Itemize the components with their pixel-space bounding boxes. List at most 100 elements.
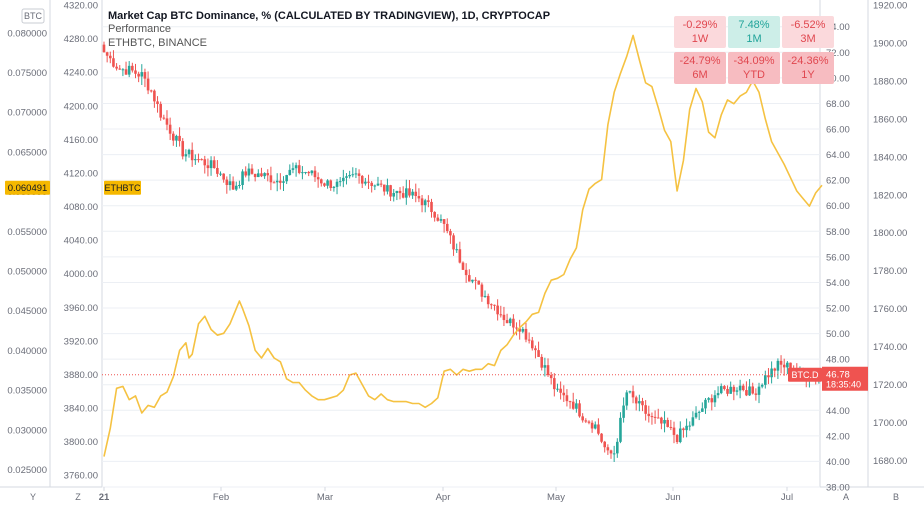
candle-body (115, 66, 118, 69)
candle-body (269, 175, 273, 183)
btcd-axis-tick-label: 72.00 (826, 48, 850, 59)
btcd-axis-tick-label: 66.00 (826, 125, 850, 136)
candle-body (493, 304, 496, 306)
candle-body (250, 168, 254, 174)
candle-body (118, 68, 122, 70)
btcd-axis-tick-label: 74.00 (826, 22, 850, 33)
performance-cell-6m: -24.79% 6M (674, 52, 726, 84)
candle-body (638, 401, 641, 404)
candle-body (452, 235, 455, 250)
btc-tag-box (21, 8, 45, 24)
performance-period: 1W (691, 33, 709, 45)
candle-body (257, 173, 260, 178)
candle-body (379, 183, 383, 185)
far-right-axis-tick-label: 1820.00 (873, 190, 907, 201)
btcd-axis-tick-label: 40.00 (826, 457, 850, 468)
candle-body (291, 168, 295, 170)
candle-body (508, 318, 512, 324)
chart-title-block: Market Cap BTC Dominance, % (CALCULATED … (108, 10, 550, 50)
candle-body (691, 417, 695, 426)
ethbtc-label-text: ETHBTC (105, 183, 142, 193)
candle-body (669, 426, 673, 428)
candle-body (789, 362, 792, 371)
candle-body (307, 172, 310, 174)
candle-body (455, 249, 459, 251)
candle-body (458, 249, 462, 263)
secondary-axis-tick-label: 3760.00 (64, 471, 98, 482)
candle-body (354, 173, 358, 175)
candle-body (181, 141, 185, 157)
candle-body (770, 368, 773, 378)
time-tick-label: Apr (436, 492, 451, 503)
secondary-axis-tick-label: 4160.00 (64, 135, 98, 146)
performance-cell-3m: -6.52% 3M (782, 16, 834, 48)
candle-body (754, 393, 758, 395)
candle-body (162, 117, 166, 119)
candle-body (732, 386, 736, 392)
candle-body (197, 159, 200, 161)
candle-body (370, 182, 373, 186)
far-right-axis-tick-label: 1800.00 (873, 228, 907, 239)
btcd-axis-tick-label: 64.00 (826, 150, 850, 161)
candle-body (310, 170, 314, 174)
candle-body (694, 412, 698, 418)
candle-body (587, 421, 591, 423)
performance-value: -6.52% (790, 19, 826, 31)
candle-body (329, 180, 333, 188)
ethbtc-axis-tick-label: 0.025000 (7, 465, 47, 476)
candle-body (619, 417, 622, 442)
performance-value: -0.29% (682, 19, 718, 31)
candle-body (401, 193, 405, 198)
candle-body (423, 200, 427, 206)
candle-body (786, 362, 789, 368)
secondary-axis-tick-label: 4320.00 (64, 1, 98, 12)
candle-body (760, 384, 764, 387)
candle-body (360, 175, 364, 184)
candle-body (616, 441, 619, 454)
candle-body (751, 386, 755, 394)
candle-body (316, 177, 320, 180)
candle-body (153, 90, 156, 102)
candle-body (112, 58, 115, 67)
btcd-axis-tick-label: 50.00 (826, 329, 850, 340)
candle-body (653, 416, 657, 418)
candle-body (543, 365, 547, 368)
candle-body (203, 159, 207, 166)
candle-body (382, 184, 386, 192)
candle-body (738, 385, 742, 391)
candle-body (288, 169, 292, 176)
candle-body (442, 219, 446, 224)
candle-body (571, 401, 575, 409)
candle-body (228, 181, 232, 185)
performance-cell-ytd: -34.09% YTD (728, 52, 780, 84)
secondary-axis-tick-label: 4200.00 (64, 101, 98, 112)
ethbtc-axis-tick-label: 0.075000 (7, 68, 47, 79)
candle-body (534, 348, 537, 351)
candle-body (682, 428, 685, 431)
candle-body (102, 44, 106, 53)
candle-body (776, 360, 780, 371)
candle-body (609, 450, 613, 454)
candle-body (285, 175, 288, 182)
far-right-axis-tick-label: 1900.00 (873, 38, 907, 49)
candle-body (779, 360, 783, 365)
secondary-axis-tick-label: 4040.00 (64, 236, 98, 247)
candle-body (524, 328, 528, 340)
candle-body (342, 177, 345, 182)
btcd-axis-tick-label: 54.00 (826, 278, 850, 289)
time-tick-label: Feb (213, 492, 229, 503)
performance-period: 6M (692, 69, 708, 81)
candle-body (143, 72, 147, 79)
candle-body (521, 328, 525, 332)
candle-body (326, 180, 329, 186)
candle-body (297, 165, 301, 173)
candle-body (156, 101, 159, 105)
candle-body (445, 223, 449, 232)
candle-body (499, 314, 503, 316)
candle-body (612, 453, 616, 455)
candle-body (461, 262, 465, 270)
candle-body (323, 183, 326, 186)
btcd-value-badge (822, 366, 868, 391)
